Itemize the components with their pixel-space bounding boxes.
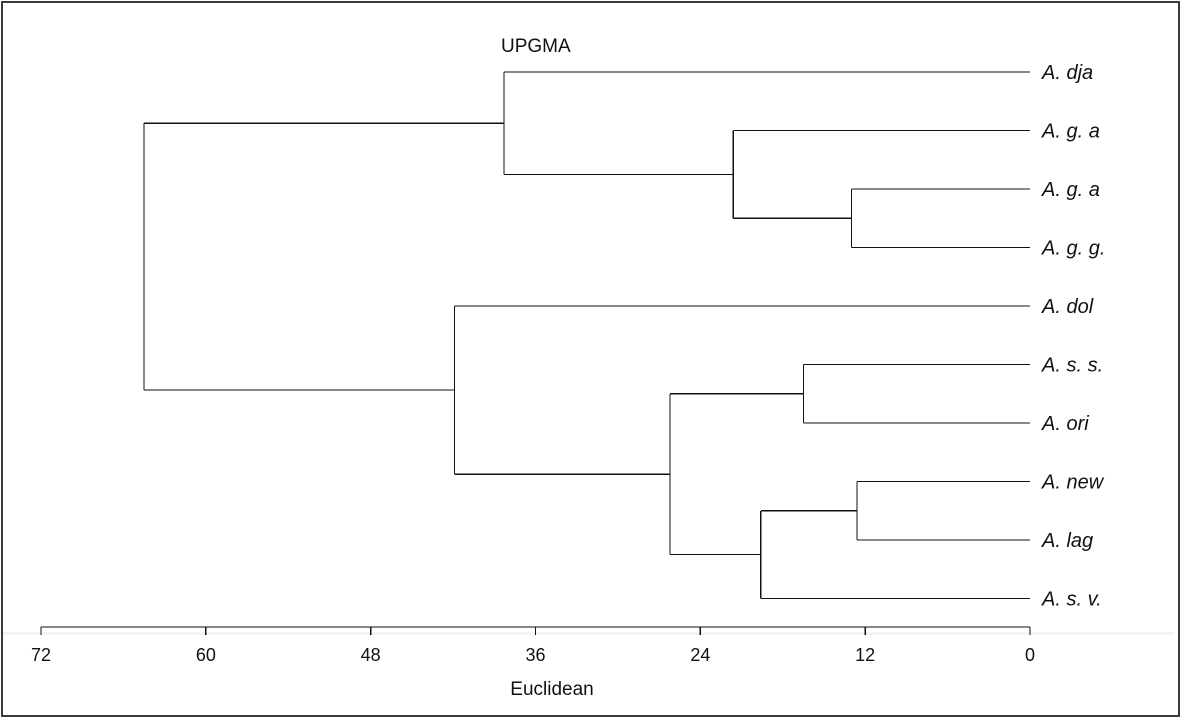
leaf-label-7: A. new — [1041, 472, 1105, 494]
leaf-label-9: A. s. v. — [1041, 589, 1102, 611]
leaf-label-2: A. g. a — [1041, 179, 1100, 201]
branches — [143, 71, 1030, 600]
x-tick-label-1: 60 — [196, 645, 216, 665]
x-axis-label: Euclidean — [510, 679, 593, 700]
chart-title: UPGMA — [501, 36, 571, 57]
leaf-label-3: A. g. g. — [1041, 238, 1105, 260]
x-tick-label-0: 72 — [31, 645, 51, 665]
leaf-label-1: A. g. a — [1041, 121, 1100, 143]
leaf-label-8: A. lag — [1041, 530, 1093, 552]
x-tick-label-4: 24 — [690, 645, 710, 665]
axis-band — [3, 632, 1173, 635]
leaf-labels: A. dja A. g. a A. g. a A. g. g. A. dol A. s. … — [1041, 62, 1105, 611]
x-axis: 72 60 48 36 24 12 0 — [31, 626, 1035, 665]
leaf-label-4: A. dol — [1041, 296, 1094, 318]
x-tick-label-5: 12 — [855, 645, 875, 665]
leaf-label-5: A. s. s. — [1041, 355, 1103, 377]
x-tick-label-2: 48 — [361, 645, 381, 665]
leaf-label-6: A. ori — [1041, 413, 1089, 435]
x-tick-label-3: 36 — [525, 645, 545, 665]
x-tick-label-6: 0 — [1025, 645, 1035, 665]
leaf-label-0: A. dja — [1041, 62, 1093, 84]
